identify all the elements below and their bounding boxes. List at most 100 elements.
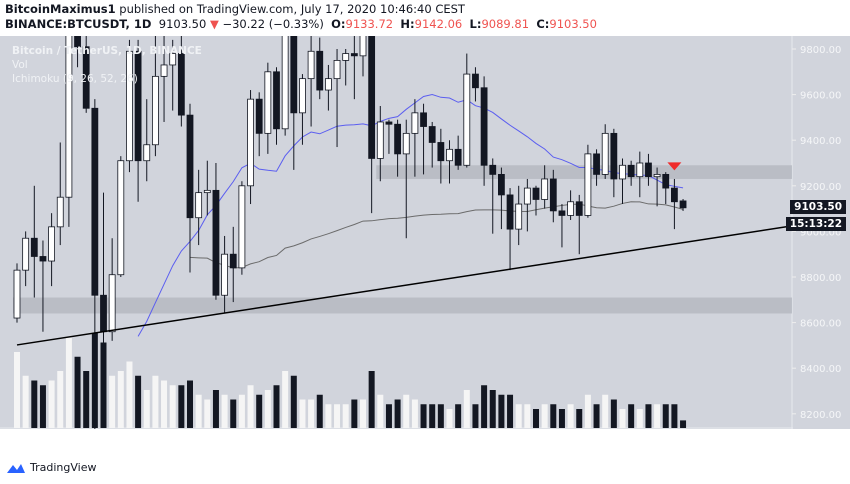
volume-bar [212, 390, 219, 428]
volume-bar [524, 404, 531, 428]
price-chart[interactable]: 9800.00 9600.00 9400.00 9200.00 9000.00 8800.… [0, 36, 850, 429]
volume-bar [316, 394, 323, 428]
candle-body [359, 36, 367, 57]
volume-bar [619, 409, 626, 428]
volume-bar [299, 399, 306, 428]
candle [549, 169, 557, 223]
volume-bar [247, 385, 254, 428]
candle-body [411, 112, 419, 134]
tradingview-logo-icon [7, 463, 25, 473]
legend-vol[interactable]: Vol [12, 59, 28, 71]
price-tick-label: 8200.00 [800, 410, 841, 421]
volume-bar [31, 380, 38, 428]
volume-bar [671, 404, 678, 428]
candle [82, 36, 90, 113]
publish-info: BitcoinMaximus1 published on TradingView… [5, 2, 465, 16]
volume-bar [65, 337, 72, 428]
author[interactable]: BitcoinMaximus1 [5, 2, 116, 16]
close-label: C: [536, 17, 550, 31]
candle [385, 119, 393, 154]
price-tick-label: 9400.00 [800, 136, 841, 147]
volume-bar [195, 394, 202, 428]
candle-body [515, 203, 523, 230]
candle [30, 185, 38, 298]
candle [653, 167, 661, 207]
candle-body [108, 274, 116, 333]
volume-bar [360, 399, 366, 428]
candle-body [299, 78, 306, 114]
candle [126, 39, 133, 173]
candle [221, 235, 229, 314]
candle [506, 188, 514, 271]
volume-bar [550, 404, 557, 428]
volume-bar [567, 404, 574, 428]
volume-bar [385, 404, 392, 428]
candle [437, 128, 445, 184]
candle [394, 119, 402, 177]
candle [177, 36, 185, 127]
candle [472, 67, 479, 102]
candle-body [290, 36, 298, 114]
volume-bar [126, 361, 133, 428]
volume-bar [161, 380, 168, 428]
candle-body [91, 107, 99, 296]
volume-bar [680, 420, 687, 428]
candle [238, 181, 246, 275]
tradingview-logo[interactable]: TradingView [6, 461, 96, 474]
volume-bar [584, 394, 591, 428]
candle-body [446, 148, 453, 162]
volume-bar [437, 404, 444, 428]
candle-body [186, 114, 194, 219]
candle-body [238, 185, 246, 269]
candle-body [350, 53, 358, 57]
volume-bar [429, 404, 436, 428]
candle [203, 160, 211, 216]
candle-body [645, 162, 652, 178]
volume-bar [238, 394, 245, 428]
symbol-info: BINANCE:BTCUSDT, 1D 9103.50 ▼ −30.22 (−0… [5, 17, 597, 31]
candle [376, 106, 384, 182]
volume-bar [334, 404, 341, 428]
volume-bar [481, 385, 488, 428]
candle-body [342, 53, 350, 61]
candle-body [324, 78, 332, 91]
candle-body [48, 226, 55, 262]
candle [13, 263, 21, 323]
price-tick-label: 9200.00 [800, 182, 841, 193]
candle-body [636, 162, 644, 178]
candle [523, 178, 531, 232]
open-label: O: [331, 17, 346, 31]
volume-bar [533, 409, 539, 428]
down-arrow-icon: ▼ [209, 17, 219, 31]
volume-bar [463, 390, 470, 428]
candle [532, 185, 540, 216]
volume-bar [230, 399, 237, 428]
volume-bar [325, 404, 332, 428]
volume-bar [446, 409, 453, 428]
volume-bar [610, 399, 617, 428]
candle-body [126, 50, 133, 162]
volume-bar [645, 404, 652, 428]
candle-body [627, 164, 635, 178]
candle [39, 240, 47, 332]
candle-body [169, 53, 177, 66]
volume-bar [593, 404, 600, 428]
volume-bar [541, 404, 548, 428]
candle-body [610, 132, 618, 180]
candle [567, 190, 574, 220]
price-change: −30.22 (−0.33%) [222, 17, 324, 31]
candle [402, 119, 410, 239]
candle-body [255, 98, 263, 134]
countdown-tag: 15:13:22 [785, 217, 846, 231]
candle-body [212, 189, 220, 296]
candle-body [532, 187, 540, 200]
candle-body [584, 153, 592, 216]
chart-area[interactable]: 9800.00 9600.00 9400.00 9200.00 9000.00 8800.… [0, 36, 850, 429]
candle-body [221, 253, 229, 296]
volume-bar [57, 371, 64, 428]
candle-body [523, 187, 531, 205]
candle-body [463, 73, 471, 166]
volume-bar [455, 404, 462, 428]
legend-ichimoku[interactable]: Ichimoku (9, 26, 52, 26) [12, 73, 138, 85]
candle [350, 36, 358, 100]
